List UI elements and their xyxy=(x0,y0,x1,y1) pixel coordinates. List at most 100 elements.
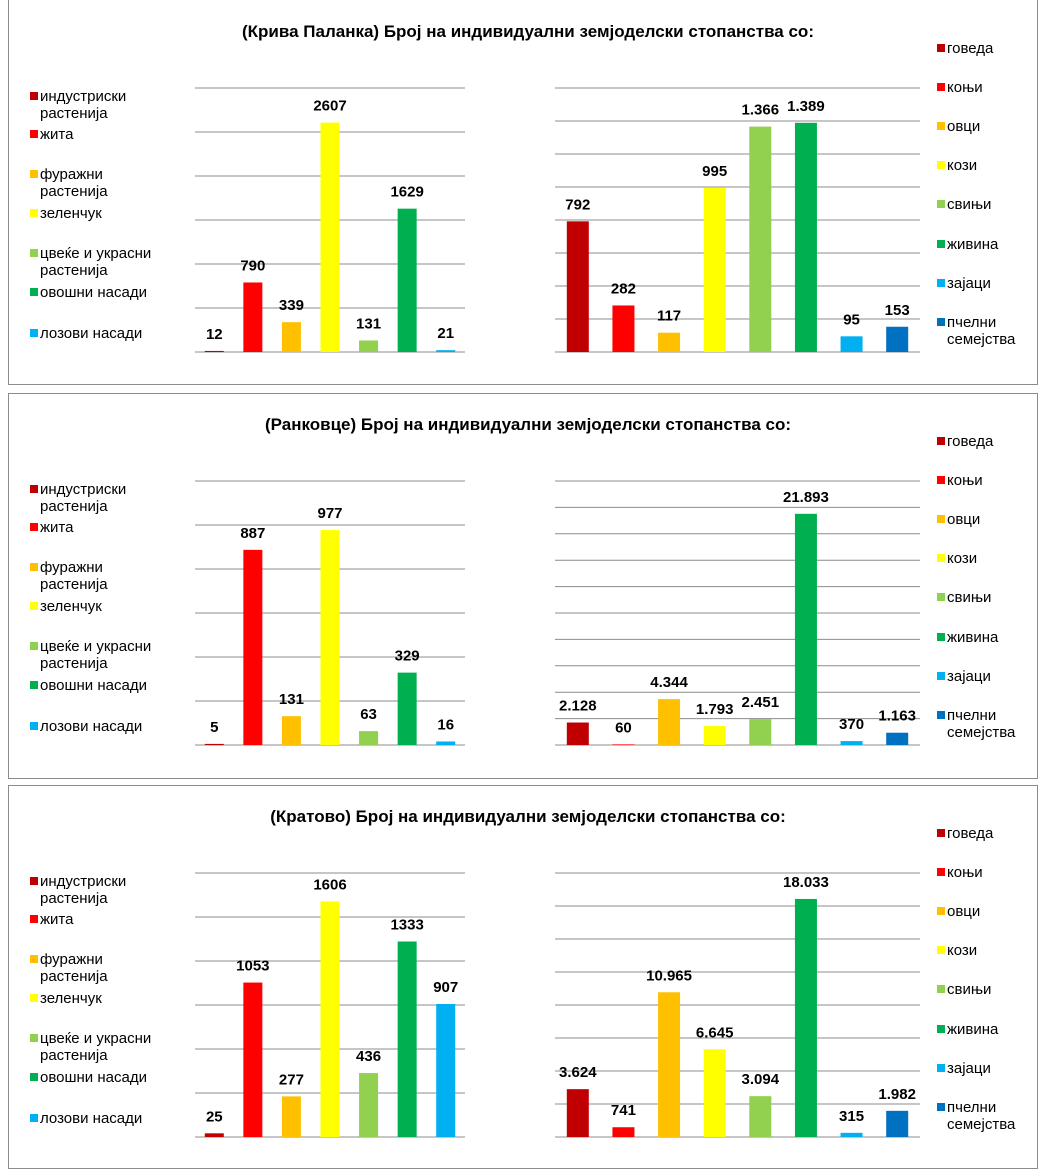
bar xyxy=(204,743,224,745)
legend-label: коњи xyxy=(947,864,983,881)
legend-label: зајаци xyxy=(947,275,991,292)
bar xyxy=(359,731,379,745)
legend-swatch xyxy=(937,907,945,915)
legend-item: жита xyxy=(30,126,170,143)
bar xyxy=(566,1089,589,1137)
data-label: 18.033 xyxy=(783,874,829,891)
legend-label: фуражни растенија xyxy=(40,951,108,985)
legend-item: лозови насади xyxy=(30,325,170,342)
legend-swatch xyxy=(30,642,38,650)
legend-swatch xyxy=(30,92,38,100)
legend-item: цвеќе и украсни растенија xyxy=(30,638,170,672)
legend-item: овошни насади xyxy=(30,677,170,694)
bar xyxy=(281,716,301,745)
legend-label: овошни насади xyxy=(40,1069,147,1086)
bar xyxy=(566,221,589,352)
bar xyxy=(612,305,635,352)
legend-item: лозови насади xyxy=(30,1110,170,1127)
bar xyxy=(749,719,772,745)
data-label: 1606 xyxy=(313,876,346,893)
data-label: 887 xyxy=(240,525,265,542)
bar xyxy=(281,1096,301,1137)
legend-label: зајаци xyxy=(947,668,991,685)
legend-item: живина xyxy=(937,629,1032,646)
legend-label: говеда xyxy=(947,433,994,450)
data-label: 21.893 xyxy=(783,489,829,506)
legend-swatch xyxy=(30,288,38,296)
legend-label: лозови насади xyxy=(40,325,143,342)
legend-item: овци xyxy=(937,903,1032,920)
data-label: 117 xyxy=(657,308,681,325)
legend-item: зајаци xyxy=(937,668,1032,685)
bar xyxy=(397,672,417,745)
legend-label: зеленчук xyxy=(40,205,102,222)
legend-swatch xyxy=(937,633,945,641)
legend-label: жита xyxy=(40,911,74,928)
legend-item: овошни насади xyxy=(30,284,170,301)
legend-swatch xyxy=(937,515,945,523)
bar xyxy=(243,549,263,745)
legend-item: жита xyxy=(30,519,170,536)
legend-label: кози xyxy=(947,942,978,959)
bar xyxy=(886,326,909,352)
legend-label: лозови насади xyxy=(40,1110,143,1127)
data-label: 1053 xyxy=(236,958,269,975)
data-label: 25 xyxy=(206,1108,223,1125)
legend-swatch xyxy=(937,279,945,287)
legend-swatch xyxy=(30,994,38,1002)
legend-label: цвеќе и украсни растенија xyxy=(40,638,152,672)
legend-item: зајаци xyxy=(937,1060,1032,1077)
bar xyxy=(840,741,863,745)
legend-swatch xyxy=(30,170,38,178)
legend-item: зајаци xyxy=(937,275,1032,292)
bar xyxy=(320,122,340,352)
bar xyxy=(703,1049,726,1137)
bar xyxy=(658,992,681,1137)
legend-item: пчелни семејства xyxy=(937,314,1032,348)
data-label: 1333 xyxy=(390,916,423,933)
legend-label: жита xyxy=(40,126,74,143)
legend-swatch xyxy=(937,868,945,876)
legend-item: кози xyxy=(937,550,1032,567)
legend-item: овошни насади xyxy=(30,1069,170,1086)
legend-item: кози xyxy=(937,942,1032,959)
legend-swatch xyxy=(30,955,38,963)
legend-swatch xyxy=(30,485,38,493)
legend-item: индустриски растенија xyxy=(30,88,170,122)
legend-swatch xyxy=(937,1064,945,1072)
data-label: 741 xyxy=(611,1102,636,1119)
legend-item: кози xyxy=(937,157,1032,174)
legend-swatch xyxy=(937,437,945,445)
data-label: 21 xyxy=(437,325,454,342)
legend-swatch xyxy=(30,915,38,923)
legend-label: живина xyxy=(947,236,999,253)
bar xyxy=(281,322,301,352)
legend-swatch xyxy=(30,877,38,885)
bar xyxy=(397,208,417,352)
legend-swatch xyxy=(937,200,945,208)
data-label: 282 xyxy=(611,280,636,297)
data-label: 3.624 xyxy=(559,1064,597,1081)
data-label: 315 xyxy=(839,1108,864,1125)
legend-swatch xyxy=(937,1103,945,1111)
legend-swatch xyxy=(30,523,38,531)
bar xyxy=(204,1133,224,1137)
legend-label: овци xyxy=(947,511,981,528)
bar xyxy=(794,122,817,352)
data-label: 329 xyxy=(395,648,420,665)
data-label: 131 xyxy=(279,691,304,708)
legend-swatch xyxy=(937,593,945,601)
legend-item: говеда xyxy=(937,40,1032,57)
legend-item: живина xyxy=(937,236,1032,253)
data-label: 16 xyxy=(437,716,454,733)
legend-item: пчелни семејства xyxy=(937,707,1032,741)
data-label: 12 xyxy=(206,326,223,343)
legend-label: кози xyxy=(947,157,978,174)
legend-swatch xyxy=(30,1114,38,1122)
legend-label: кози xyxy=(947,550,978,567)
bar xyxy=(204,350,224,352)
legend-item: фуражни растенија xyxy=(30,951,170,985)
legend-item: свињи xyxy=(937,981,1032,998)
data-label: 1.366 xyxy=(742,102,780,119)
